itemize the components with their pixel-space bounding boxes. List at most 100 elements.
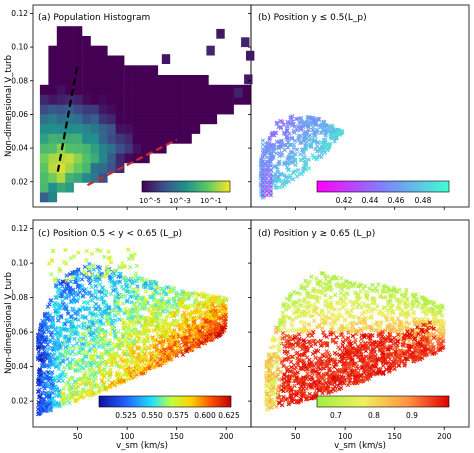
scatter-point <box>131 287 136 292</box>
scatter-point <box>314 276 319 281</box>
scatter-point <box>313 146 318 152</box>
scatter-point <box>292 366 297 372</box>
heatmap-cell <box>141 104 150 115</box>
scatter-point <box>287 175 292 180</box>
heatmap-cell <box>65 182 74 193</box>
scatter-point <box>309 274 314 279</box>
scatter-point <box>260 184 265 189</box>
scatter-point <box>94 339 99 345</box>
scatter-point <box>143 346 148 352</box>
scatter-point <box>280 336 285 341</box>
scatter-point <box>307 357 312 363</box>
heatmap-cell <box>82 84 91 95</box>
scatter-point <box>112 313 118 318</box>
scatter-point <box>83 382 89 388</box>
heatmap-cell <box>98 84 108 95</box>
panel-c-scatter <box>35 247 229 417</box>
scatter-point <box>370 282 375 288</box>
scatter-point <box>113 287 119 292</box>
scatter-point <box>310 125 316 130</box>
scatter-point <box>65 317 70 322</box>
scatter-point <box>323 303 328 308</box>
scatter-point <box>277 144 283 149</box>
heatmap-cell <box>90 84 100 95</box>
heatmap-cell <box>39 192 49 203</box>
scatter-point <box>339 276 344 281</box>
scatter-point <box>291 128 296 134</box>
scatter-point <box>264 172 269 177</box>
scatter-point <box>289 160 295 166</box>
scatter-point <box>273 185 278 190</box>
scatter-point <box>329 129 334 134</box>
heatmap-cell <box>90 65 100 76</box>
scatter-point <box>264 188 269 194</box>
scatter-point <box>310 153 315 158</box>
scatter-point <box>153 287 158 293</box>
scatter-point <box>119 284 125 289</box>
heatmap-cell <box>98 143 108 154</box>
heatmap-cell <box>132 143 142 154</box>
heatmap-cell <box>124 143 133 154</box>
heatmap-cell <box>73 143 83 154</box>
scatter-point <box>73 311 78 316</box>
scatter-point <box>294 174 300 179</box>
scatter-point <box>58 305 63 311</box>
scatter-point <box>142 362 147 367</box>
panel-b-scatter <box>258 114 345 200</box>
scatter-point <box>323 131 328 136</box>
heatmap-cell <box>82 45 91 56</box>
heatmap-cell <box>82 36 91 47</box>
scatter-point <box>99 290 104 295</box>
scatter-point <box>116 311 122 317</box>
heatmap-cell <box>90 45 100 56</box>
scatter-point <box>116 329 121 334</box>
scatter-point <box>113 304 118 309</box>
scatter-point <box>143 289 149 294</box>
heatmap-cell <box>82 123 91 134</box>
scatter-point <box>272 145 277 151</box>
scatter-point <box>142 295 147 300</box>
scatter-point <box>314 157 319 162</box>
heatmap-cell <box>82 55 91 66</box>
heatmap-cell <box>234 87 243 98</box>
heatmap-cell <box>107 65 116 76</box>
scatter-point <box>264 193 269 198</box>
scatter-point <box>295 128 300 133</box>
scatter-point <box>135 287 141 292</box>
scatter-point <box>322 124 327 130</box>
heatmap-cell <box>191 114 201 125</box>
scatter-point <box>52 278 57 283</box>
heatmap-cell <box>73 114 83 125</box>
heatmap-cell <box>149 133 159 144</box>
scatter-point <box>304 386 309 391</box>
heatmap-cell <box>157 104 167 115</box>
heatmap-cell <box>98 104 108 115</box>
heatmap-cell <box>48 75 58 86</box>
heatmap-cell <box>225 84 234 95</box>
heatmap-cell <box>65 45 74 56</box>
scatter-point <box>276 139 282 144</box>
heatmap-cell <box>65 94 74 105</box>
heatmap-cell <box>73 26 83 37</box>
heatmap-cell <box>141 153 150 164</box>
heatmap-cell <box>82 153 91 164</box>
scatter-point <box>303 167 308 172</box>
scatter-point <box>333 292 338 298</box>
scatter-point <box>291 362 297 368</box>
scatter-point <box>94 318 99 323</box>
scatter-point <box>104 264 110 269</box>
heatmap-cell <box>65 84 74 95</box>
scatter-point <box>264 142 269 147</box>
scatter-point <box>326 309 331 314</box>
heatmap-cell <box>107 114 116 125</box>
heatmap-cell <box>166 123 175 134</box>
heatmap-cell <box>98 123 108 134</box>
scatter-point <box>87 311 93 316</box>
scatter-point <box>280 172 285 177</box>
heatmap-cell <box>115 114 125 125</box>
scatter-point <box>297 291 303 296</box>
scatter-point <box>139 347 144 352</box>
scatter-point <box>357 320 363 325</box>
heatmap-cell <box>132 84 142 95</box>
scatter-point <box>318 125 323 130</box>
